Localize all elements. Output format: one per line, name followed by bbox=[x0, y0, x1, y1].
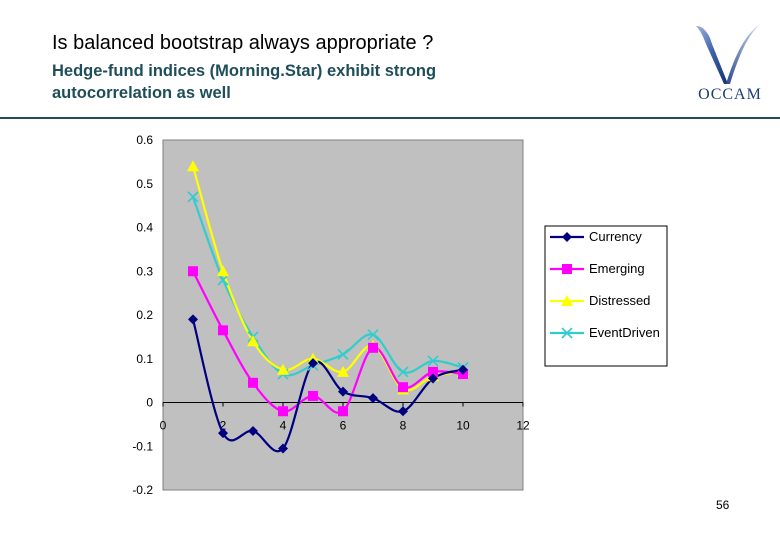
data-point-emerging bbox=[278, 406, 288, 417]
series-line-distressed bbox=[191, 165, 464, 392]
x-tick-label: 0 bbox=[160, 419, 167, 433]
data-point-eventdriven bbox=[337, 348, 349, 360]
x-tick-label: 12 bbox=[516, 419, 530, 433]
data-point-currency bbox=[338, 386, 348, 397]
data-point-currency bbox=[188, 314, 198, 325]
legend-marker-emerging bbox=[562, 264, 572, 274]
data-point-currency bbox=[218, 428, 228, 439]
data-point-emerging bbox=[428, 366, 438, 377]
data-point-emerging bbox=[218, 325, 228, 336]
slide-title: Is balanced bootstrap always appropriate… bbox=[52, 32, 434, 54]
y-tick-label: 0.3 bbox=[136, 264, 153, 278]
data-point-eventdriven bbox=[367, 329, 379, 341]
legend-marker-eventdriven bbox=[561, 327, 573, 339]
data-point-currency bbox=[308, 358, 318, 369]
data-point-distressed bbox=[187, 160, 199, 172]
data-point-currency bbox=[368, 393, 378, 404]
y-tick-label: 0.2 bbox=[136, 308, 153, 322]
y-tick-label: 0.6 bbox=[136, 133, 153, 147]
y-tick-label: -0.2 bbox=[132, 483, 153, 497]
page-number: 56 bbox=[716, 498, 730, 512]
subtitle-line-2: autocorrelation as well bbox=[52, 84, 231, 102]
data-point-currency bbox=[278, 443, 288, 454]
plot-area bbox=[162, 139, 524, 491]
y-tick-label: 0.5 bbox=[136, 177, 153, 191]
data-point-eventdriven bbox=[427, 355, 439, 367]
y-tick-label: 0 bbox=[146, 396, 153, 410]
data-point-currency bbox=[458, 364, 468, 375]
chart-legend: Currency Emerging Distressed EventDriven bbox=[544, 225, 668, 367]
data-point-distressed bbox=[247, 335, 259, 347]
subtitle-line-1: Hedge-fund indices (Morning.Star) exhibi… bbox=[52, 62, 437, 80]
legend-label-eventdriven: EventDriven bbox=[589, 325, 660, 340]
data-point-currency bbox=[398, 406, 408, 417]
x-tick-label: 4 bbox=[280, 419, 287, 433]
y-axis-tick-labels: -0.2 -0.1 0 0.1 0.2 0.3 0.4 0.5 0.6 bbox=[132, 133, 153, 497]
legend-label-distressed: Distressed bbox=[589, 293, 650, 308]
logo-text: OCCAM bbox=[698, 86, 762, 103]
data-point-emerging bbox=[368, 342, 378, 353]
data-point-emerging bbox=[398, 382, 408, 393]
data-point-emerging bbox=[308, 390, 318, 401]
series-markers bbox=[187, 160, 469, 454]
occam-logo-icon bbox=[696, 24, 760, 84]
data-point-emerging bbox=[248, 377, 258, 388]
slide-subtitle: Hedge-fund indices (Morning.Star) exhibi… bbox=[52, 60, 436, 104]
legend-label-emerging: Emerging bbox=[589, 261, 645, 276]
legend-box bbox=[544, 225, 668, 367]
legend-label-currency: Currency bbox=[589, 229, 642, 244]
y-tick-label: 0.1 bbox=[136, 352, 153, 366]
x-axis: 0 2 4 6 8 10 12 bbox=[160, 402, 530, 433]
x-tick-label: 6 bbox=[340, 419, 347, 433]
y-tick-label: 0.4 bbox=[136, 221, 153, 235]
x-tick-label: 10 bbox=[456, 419, 470, 433]
data-point-currency bbox=[248, 425, 258, 436]
legend-marker-currency bbox=[562, 232, 572, 242]
data-point-emerging bbox=[338, 406, 348, 417]
series-line-currency bbox=[191, 319, 464, 453]
autocorrelation-chart: -0.2 -0.1 0 0.1 0.2 0.3 0.4 0.5 0.6 0 2 4 6 8 10 12 Cu… bbox=[132, 133, 668, 497]
data-point-distressed bbox=[277, 363, 289, 375]
y-tick-label: -0.1 bbox=[132, 439, 153, 453]
data-point-currency bbox=[428, 373, 438, 384]
data-point-distressed bbox=[337, 365, 349, 377]
series-lines bbox=[191, 165, 464, 453]
data-point-emerging bbox=[188, 266, 198, 277]
series-line-emerging bbox=[192, 270, 464, 414]
data-point-eventdriven bbox=[217, 274, 229, 286]
data-point-distressed bbox=[217, 265, 229, 277]
x-tick-label: 8 bbox=[400, 419, 407, 433]
x-tick-label: 2 bbox=[220, 419, 227, 433]
data-point-eventdriven bbox=[397, 366, 409, 378]
data-point-eventdriven bbox=[187, 191, 199, 203]
header-divider bbox=[0, 117, 780, 119]
legend-marker-distressed bbox=[561, 295, 573, 306]
